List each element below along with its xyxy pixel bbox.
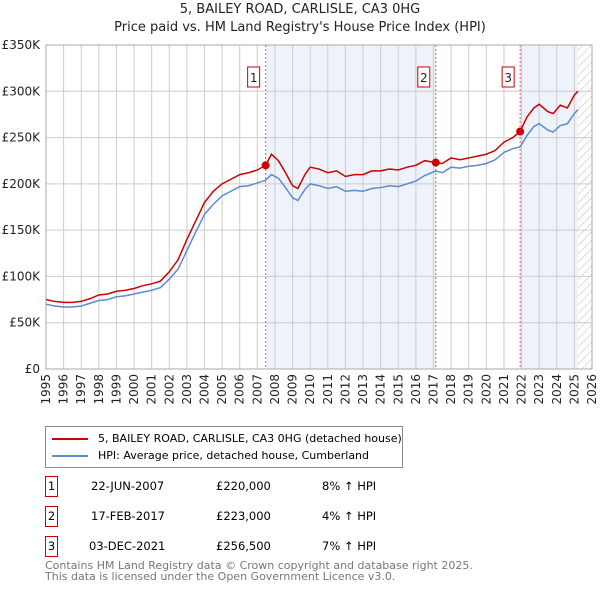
x-tick-label: 1996 (57, 374, 71, 405)
x-tick-label: 1997 (74, 374, 88, 405)
y-tick-label: £350K (2, 38, 42, 52)
x-tick-label: 2026 (585, 374, 599, 405)
price-chart: 1995 1996 1997 1998 1999 2000 2001 2002 2003 2004… (2, 38, 599, 405)
x-tick-label: 2005 (215, 374, 229, 405)
y-tick-label: £200K (2, 177, 42, 191)
sale-marker-label: 3 (504, 71, 512, 85)
legend-blue-line (52, 454, 88, 457)
x-tick-label: 2012 (338, 374, 352, 405)
x-tick-label: 2004 (198, 374, 212, 405)
x-tick-label: 2011 (321, 374, 335, 405)
shaded-ownership-period (265, 45, 436, 369)
shaded-ownership-period (520, 45, 578, 369)
x-tick-label: 2008 (268, 374, 282, 405)
sale-marker-label: 1 (250, 71, 258, 85)
x-tick-label: 2000 (127, 374, 141, 405)
sale-row: 1 22-JUN-2007 £220,000 8% ↑ HPI (45, 476, 445, 497)
x-tick-label: 2025 (567, 374, 581, 405)
x-tick-label: 2024 (550, 374, 564, 405)
legend-label: HPI: Average price, detached house, Cumb… (98, 449, 370, 462)
series-line (45, 109, 579, 308)
sale-marker-label: 2 (45, 506, 58, 527)
forecast-hatch (577, 45, 592, 369)
x-tick-label: 1995 (39, 374, 53, 405)
sale-date: 17-FEB-2017 (91, 509, 165, 523)
legend-item-hpi: HPI: Average price, detached house, Cumb… (52, 449, 369, 462)
sale-price: £223,000 (216, 509, 271, 523)
legend-item-property: 5, BAILEY ROAD, CARLISLE, CA3 0HG (detac… (52, 432, 402, 445)
x-tick-label: 2019 (462, 374, 476, 405)
x-tick-label: 2022 (515, 374, 529, 405)
sale-price: £220,000 (216, 479, 271, 493)
sale-row: 2 17-FEB-2017 £223,000 4% ↑ HPI (45, 506, 445, 527)
sale-marker-label: 2 (420, 71, 428, 85)
x-tick-label: 2014 (374, 374, 388, 405)
sale-point (261, 161, 270, 170)
legend-label: 5, BAILEY ROAD, CARLISLE, CA3 0HG (detac… (98, 432, 402, 445)
legend-red-line (52, 437, 88, 440)
x-tick-label: 2010 (303, 374, 317, 405)
sale-date: 03-DEC-2021 (89, 539, 166, 553)
x-tick-label: 2001 (145, 374, 159, 405)
y-tick-label: £100K (2, 269, 42, 283)
y-tick-label: £300K (2, 84, 42, 98)
y-tick-label: £0 (25, 362, 40, 376)
y-tick-label: £50K (9, 316, 41, 330)
plot-frame (45, 44, 593, 370)
sale-point (516, 127, 525, 136)
chart-title: 5, BAILEY ROAD, CARLISLE, CA3 0HG (179, 2, 421, 17)
sale-marker-box (247, 66, 261, 88)
sale-date: 22-JUN-2007 (91, 479, 165, 493)
x-tick-label: 2009 (286, 374, 300, 405)
x-tick-label: 2021 (497, 374, 511, 405)
footer-copyright: Contains HM Land Registry data © Crown c… (45, 559, 473, 572)
x-tick-label: 2007 (250, 374, 264, 405)
x-tick-label: 2017 (426, 374, 440, 405)
x-tick-label: 2006 (233, 374, 247, 405)
sale-marker-box (417, 66, 431, 88)
x-tick-label: 2016 (409, 374, 423, 405)
sale-marker-label: 3 (45, 536, 58, 557)
footer: Contains HM Land Registry data © Crown c… (45, 560, 473, 582)
x-tick-label: 2018 (444, 374, 458, 405)
x-tick-label: 2020 (479, 374, 493, 405)
x-tick-label: 2013 (356, 374, 370, 405)
x-tick-label: 2023 (532, 374, 546, 405)
sale-price: £256,500 (216, 539, 271, 553)
y-tick-label: £150K (2, 223, 42, 237)
sale-hpi-diff: 8% ↑ HPI (322, 479, 377, 493)
sale-hpi-diff: 4% ↑ HPI (322, 509, 377, 523)
sale-marker-label: 1 (45, 476, 58, 497)
chart-subtitle: Price paid vs. HM Land Registry's House … (114, 20, 486, 35)
sale-point (431, 158, 440, 167)
series-line (45, 90, 579, 304)
x-tick-label: 2003 (180, 374, 194, 405)
x-tick-label: 1998 (92, 374, 106, 405)
sale-hpi-diff: 7% ↑ HPI (322, 539, 377, 553)
footer-licence: This data is licensed under the Open Gov… (45, 570, 396, 583)
y-tick-label: £250K (2, 131, 42, 145)
x-tick-label: 1999 (109, 374, 123, 405)
sale-row: 3 03-DEC-2021 £256,500 7% ↑ HPI (45, 536, 445, 557)
legend: 5, BAILEY ROAD, CARLISLE, CA3 0HG (detac… (45, 426, 403, 468)
x-tick-label: 2015 (391, 374, 405, 405)
sale-marker-box (501, 66, 515, 88)
x-tick-label: 2002 (162, 374, 176, 405)
